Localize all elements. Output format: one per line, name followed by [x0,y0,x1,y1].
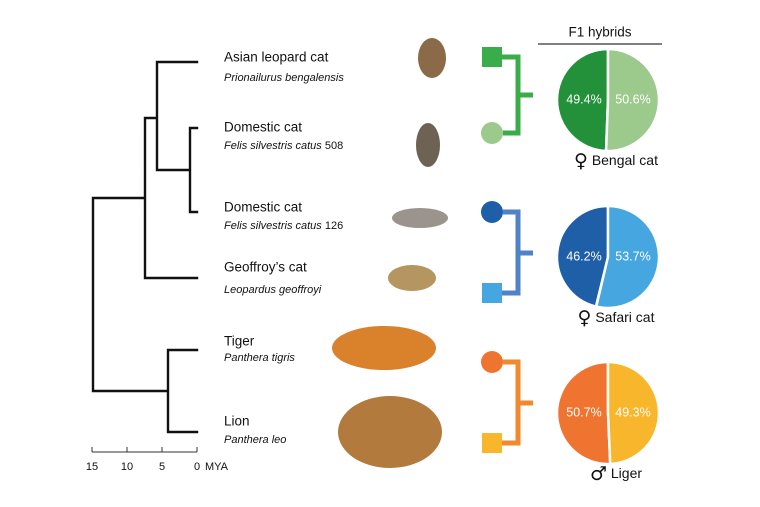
pie-label: 49.4% [566,92,601,106]
hybrid-name-text: Liger [611,465,642,481]
scientific-name-text: Felis silvestris catus [224,140,322,152]
scientific-name: Felis silvestris catus 126 [224,220,343,232]
pie-wedge [555,47,610,153]
scientific-name: Panthera leo [224,434,286,446]
specimen-id: 126 [325,220,343,232]
pie-label: 49.3% [615,405,650,419]
tick-label: 15 [86,461,98,473]
pie-label: 46.2% [566,249,601,263]
pie-wedge [606,360,661,466]
female-symbol [481,351,503,373]
bracket [502,359,533,446]
pie-wedge [555,204,610,308]
scientific-name: Panthera tigris [224,352,295,364]
sex-symbol: ♀ [578,307,592,329]
tick-label: 0 [194,461,200,473]
leopard-cat-image [418,38,446,78]
hybrid-name: ♀ Bengal cat [574,150,658,172]
hybrid-name-text: Bengal cat [592,152,658,168]
scientific-name-text: Leopardus geoffroyi [224,284,322,296]
sex-symbol: ♀ [574,150,588,172]
scientific-name-text: Panthera tigris [224,352,295,364]
domestic-cat-image [416,123,440,167]
bracket [502,54,533,136]
hybrid-name: ♂ Liger [590,463,642,485]
geoffroys-cat-image [388,265,436,291]
domestic-cat-image [392,208,448,228]
scientific-name-text: Prionailurus bengalensis [224,72,344,84]
common-name: Domestic cat [224,200,302,215]
common-name: Tiger [224,334,255,349]
scientific-name-text: Felis silvestris catus [224,220,322,232]
female-symbol [481,201,503,223]
female-symbol [481,122,503,144]
hybrids-title: F1 hybrids [568,25,631,40]
tick-label: 5 [159,461,165,473]
axis-unit: MYA [205,461,229,473]
specimen-id: 508 [325,140,343,152]
lion-image [338,396,442,468]
bracket [502,209,533,296]
sex-symbol: ♂ [590,463,607,485]
scientific-name: Leopardus geoffroyi [224,284,322,296]
hybrid-name: ♀ Safari cat [578,307,655,329]
hybrid-name-text: Safari cat [595,309,654,325]
male-symbol [482,433,502,453]
branch [91,60,199,434]
tree [91,60,199,434]
pie-label: 53.7% [615,249,650,263]
tiger-image [332,326,436,370]
common-name: Geoffroy’s cat [224,260,307,275]
pie-wedge [595,204,661,310]
scientific-name: Prionailurus bengalensis [224,72,344,84]
scientific-name: Felis silvestris catus 508 [224,140,343,152]
common-name: Domestic cat [224,120,302,135]
brackets [481,47,533,453]
common-name: Lion [224,414,250,429]
pie-wedge [604,47,661,153]
animal-illustrations [332,38,448,468]
male-symbol [482,283,502,303]
pie-wedge [555,360,612,466]
scientific-name-text: Panthera leo [224,434,286,446]
male-symbol [482,47,502,67]
common-name: Asian leopard cat [224,50,329,65]
tick-label: 10 [121,461,133,473]
pie-label: 50.6% [615,92,650,106]
pie-label: 50.7% [566,405,601,419]
